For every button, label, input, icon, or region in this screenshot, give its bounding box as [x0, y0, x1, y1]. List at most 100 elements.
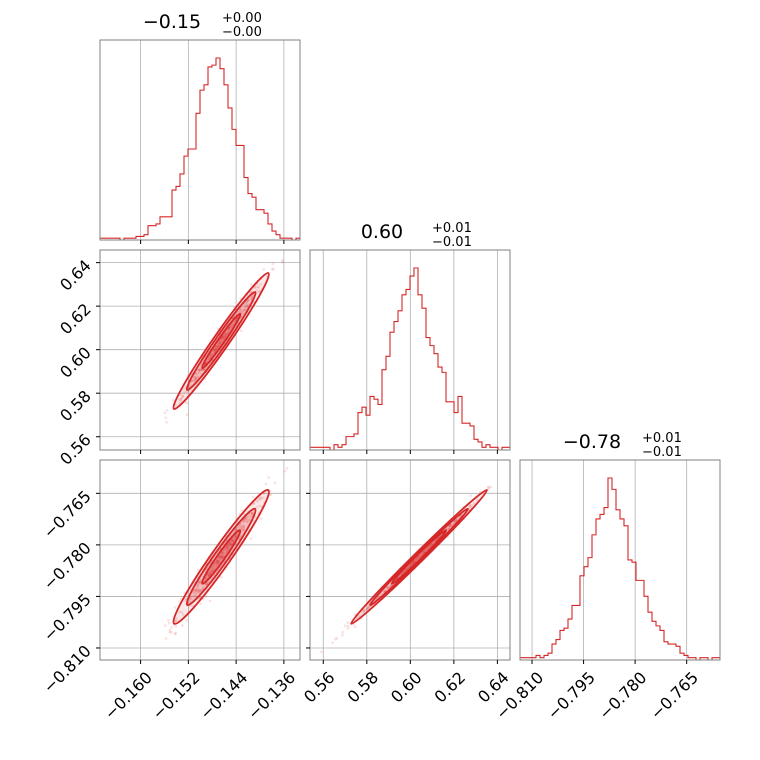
- scatter-point: [238, 308, 242, 312]
- scatter-point: [234, 318, 238, 322]
- scatter-point: [334, 637, 337, 641]
- scatter-point: [417, 555, 420, 559]
- scatter-point: [207, 574, 211, 577]
- scatter-point: [219, 556, 223, 559]
- scatter-point: [189, 597, 193, 600]
- scatter-point: [210, 353, 213, 357]
- contour-level-1: [172, 272, 270, 410]
- scatter-point: [246, 299, 250, 302]
- scatter-point: [366, 606, 370, 610]
- scatter-point: [250, 512, 254, 515]
- scatter-point: [486, 485, 490, 489]
- scatter-point: [250, 511, 254, 515]
- scatter-point: [206, 573, 210, 577]
- scatter-point: [220, 336, 224, 339]
- scatter-point: [205, 582, 209, 586]
- scatter-point: [242, 524, 246, 528]
- scatter-point: [173, 605, 177, 609]
- scatter-point: [250, 296, 254, 299]
- scatter-point: [185, 401, 189, 405]
- scatter-point: [257, 286, 260, 290]
- scatter-point: [405, 567, 409, 571]
- scatter-point: [224, 333, 228, 337]
- scatter-point: [179, 399, 183, 403]
- scatter-point: [227, 326, 231, 330]
- scatter-point: [472, 502, 476, 506]
- scatter-point: [220, 552, 224, 556]
- scatter-point: [215, 559, 219, 563]
- scatter-point: [168, 630, 172, 634]
- scatter-point: [217, 342, 221, 346]
- y-tick-label: −0.795: [40, 590, 95, 645]
- title-plus-error: +0.01: [432, 221, 472, 236]
- scatter-point: [174, 631, 177, 635]
- scatter-point: [252, 502, 256, 505]
- scatter-point: [271, 262, 275, 266]
- x-tick-label: −0.160: [101, 668, 156, 723]
- histogram-panel-2: 0.60 +0.01−0.01: [309, 221, 511, 454]
- scatter-panel-1-3: −0.160−0.152−0.144−0.136−0.810−0.795−0.7…: [40, 459, 301, 723]
- scatter-point: [195, 591, 199, 595]
- scatter-point: [202, 586, 205, 589]
- scatter-point: [223, 333, 226, 337]
- scatter-point: [169, 631, 173, 634]
- scatter-point: [241, 311, 245, 315]
- scatter-point: [165, 408, 169, 412]
- scatter-point: [194, 588, 198, 592]
- scatter-point: [468, 503, 472, 507]
- scatter-point: [221, 335, 225, 338]
- scatter-point: [241, 524, 245, 528]
- scatter-point: [216, 559, 220, 563]
- scatter-point: [209, 355, 213, 358]
- scatter-point: [429, 544, 433, 547]
- scatter-point: [365, 608, 369, 611]
- scatter-point: [210, 568, 214, 572]
- scatter-point: [412, 560, 415, 564]
- scatter-point: [215, 347, 219, 351]
- scatter-point: [416, 555, 420, 559]
- scatter-point: [180, 624, 184, 627]
- scatter-point: [198, 368, 201, 372]
- scatter-point: [215, 559, 219, 563]
- scatter-point: [187, 384, 191, 388]
- scatter-point: [428, 544, 432, 547]
- scatter-point: [365, 607, 369, 610]
- scatter-point: [240, 311, 243, 314]
- scatter-point: [230, 539, 234, 543]
- scatter-point: [241, 529, 244, 533]
- scatter-point: [341, 630, 345, 634]
- scatter-point: [400, 572, 404, 575]
- scatter-point: [227, 545, 230, 549]
- scatter-point: [259, 495, 263, 499]
- scatter-point: [259, 282, 263, 286]
- scatter-point: [195, 589, 199, 593]
- scatter-point: [210, 569, 214, 573]
- x-tick-label: 0.58: [343, 668, 382, 707]
- scatter-point: [387, 585, 391, 589]
- scatter-point: [195, 372, 199, 376]
- scatter-point: [209, 572, 212, 576]
- histogram-step-line: [310, 267, 510, 451]
- scatter-point: [212, 348, 216, 352]
- scatter-point: [219, 342, 223, 346]
- scatter-point: [241, 519, 245, 523]
- scatter-point: [382, 589, 386, 593]
- scatter-point: [218, 557, 222, 561]
- scatter-point: [179, 397, 183, 401]
- scatter-point: [409, 563, 413, 567]
- scatter-point: [353, 625, 357, 629]
- histogram-step-line: [520, 477, 720, 661]
- scatter-point: [469, 505, 473, 509]
- scatter-point: [222, 335, 226, 339]
- histogram-step-line: [100, 57, 300, 241]
- scatter-point: [242, 519, 246, 523]
- scatter-point: [225, 549, 229, 553]
- scatter-point: [212, 564, 216, 568]
- scatter-point: [221, 555, 225, 559]
- scatter-point: [225, 545, 228, 549]
- scatter-panel-1-2: 0.56 0.58 0.60 0.62 0.64: [56, 249, 301, 469]
- scatter-point: [208, 570, 212, 574]
- scatter-point: [214, 348, 218, 352]
- scatter-point: [259, 497, 263, 501]
- scatter-point: [180, 610, 184, 614]
